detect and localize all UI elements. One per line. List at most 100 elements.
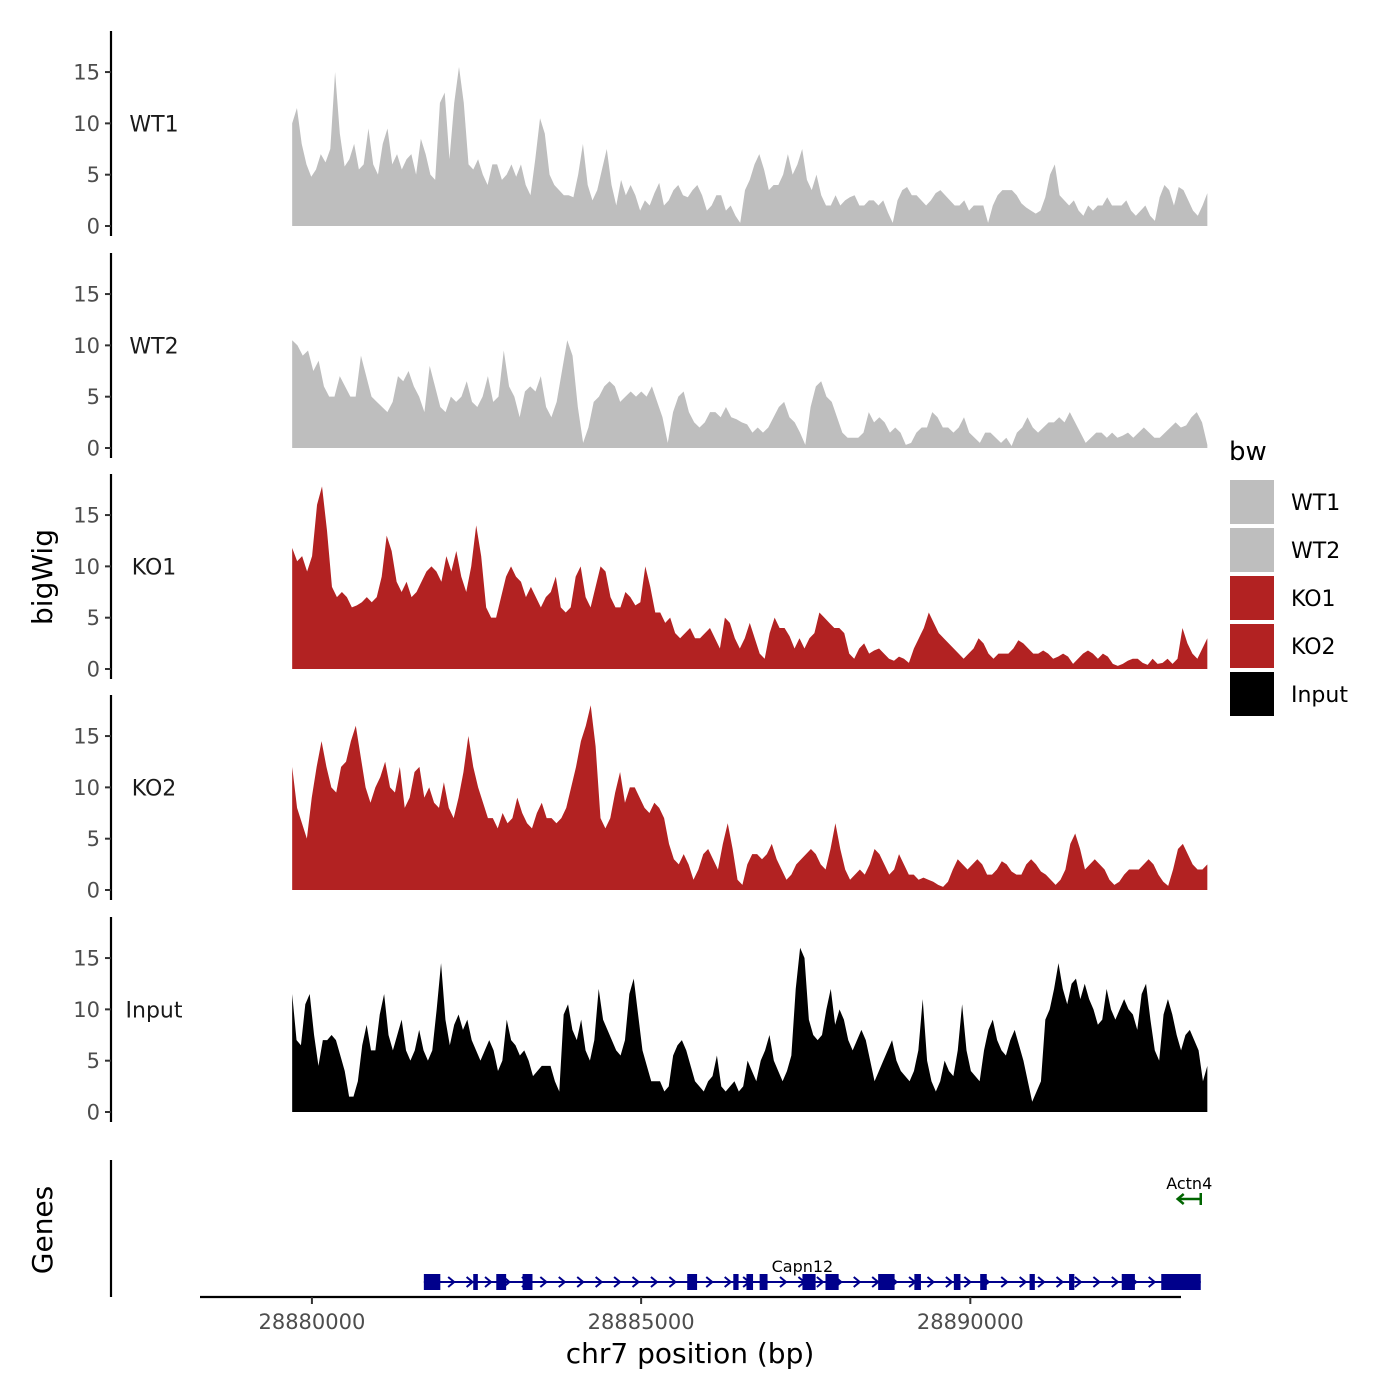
y-tick-label: 0 <box>87 879 100 903</box>
track-input: 0 5 10 15 Input <box>73 917 1208 1125</box>
gene-exon <box>746 1274 754 1290</box>
legend-label-ko2: KO2 <box>1291 635 1336 660</box>
y-tick-label: 10 <box>73 998 100 1022</box>
y-tick-label: 5 <box>87 606 100 630</box>
legend-swatch-ko2 <box>1230 624 1274 668</box>
strand-arrow <box>779 1276 788 1288</box>
gene-exon <box>473 1274 478 1290</box>
x-axis: 28880000 28885000 28890000 <box>200 1295 1181 1334</box>
strand-arrow <box>1111 1276 1120 1288</box>
gene-exon <box>953 1274 961 1290</box>
track-ko1: 0 5 10 15 KO1 <box>73 474 1208 682</box>
strand-arrow <box>613 1276 622 1288</box>
gene-capn12: Capn12 <box>423 1257 1201 1290</box>
strand-arrow <box>631 1276 641 1288</box>
y-tick-label: 5 <box>87 385 100 409</box>
track-label-input: Input <box>126 999 183 1024</box>
gene-exon <box>1069 1274 1075 1290</box>
y-tick-label: 15 <box>73 504 100 528</box>
strand-arrow <box>595 1276 604 1288</box>
y-tick-label: 15 <box>73 283 100 307</box>
y-tick-label: 0 <box>87 437 100 461</box>
legend: bw WT1 WT2 KO1 KO2 Input <box>1229 437 1348 716</box>
strand-arrow <box>576 1276 585 1288</box>
y-tick-label: 15 <box>73 725 100 749</box>
track-label-wt2: WT2 <box>129 335 178 360</box>
strand-arrow <box>465 1276 475 1288</box>
strand-arrow <box>945 1276 954 1288</box>
series-area-input <box>292 947 1208 1112</box>
legend-swatch-ko1 <box>1230 576 1274 620</box>
strand-arrow <box>539 1276 548 1288</box>
y-tick-label: 5 <box>87 827 100 851</box>
track-ko2: 0 5 10 15 KO2 <box>73 695 1208 903</box>
gene-exon <box>1121 1274 1135 1290</box>
y-tick-label: 5 <box>87 163 100 187</box>
strand-arrow <box>926 1276 936 1288</box>
strand-arrow <box>1092 1276 1101 1288</box>
x-tick-label: 28880000 <box>258 1310 365 1334</box>
y-tick-label: 0 <box>87 215 100 239</box>
legend-label-input: Input <box>1291 683 1348 708</box>
series-area-wt1 <box>292 66 1208 226</box>
gene-exon <box>423 1274 441 1290</box>
legend-label-wt1: WT1 <box>1291 491 1340 516</box>
gene-exon <box>802 1274 816 1290</box>
legend-swatch-wt1 <box>1230 480 1274 524</box>
track-wt2: 0 5 10 15 WT2 <box>73 253 1208 461</box>
gene-label-actn4: Actn4 <box>1166 1174 1212 1193</box>
y-tick-label: 15 <box>73 61 100 85</box>
series-area-ko2 <box>292 705 1208 890</box>
strand-arrow <box>1000 1276 1009 1288</box>
gene-exon <box>825 1274 839 1290</box>
strand-arrow <box>1074 1276 1083 1288</box>
gene-exon <box>914 1274 921 1290</box>
strand-arrow <box>1019 1276 1028 1288</box>
track-label-wt1: WT1 <box>129 113 178 138</box>
strand-arrow <box>650 1276 659 1288</box>
gene-exon <box>522 1274 533 1290</box>
strand-arrow <box>705 1276 714 1288</box>
genes-axis-title: Genes <box>26 1186 59 1274</box>
strand-arrow <box>963 1276 972 1288</box>
strand-arrow <box>484 1276 493 1288</box>
strand-arrow <box>447 1276 456 1288</box>
y-tick-label: 0 <box>87 658 100 682</box>
y-tick-label: 0 <box>87 1101 100 1125</box>
gene-exon <box>980 1274 987 1290</box>
y-tick-label: 10 <box>73 555 100 579</box>
strand-arrow <box>816 1276 825 1288</box>
gene-exon <box>1029 1274 1035 1290</box>
strand-arrow <box>1175 1193 1185 1205</box>
strand-arrow <box>1148 1276 1157 1288</box>
legend-label-ko1: KO1 <box>1291 587 1336 612</box>
strand-arrow <box>1037 1276 1046 1288</box>
y-axis-title: bigWig <box>26 529 59 625</box>
x-tick-label: 28890000 <box>917 1310 1024 1334</box>
bigwig-tracks: 0 5 10 15 WT1 0 5 10 15 WT2 0 5 10 15 KO1 0 5 10 15 KO2 0 5 10… <box>73 31 1208 1125</box>
gene-exon <box>733 1274 739 1290</box>
strand-arrow <box>668 1276 677 1288</box>
y-tick-label: 15 <box>73 947 100 971</box>
series-area-wt2 <box>292 340 1208 448</box>
y-tick-label: 10 <box>73 334 100 358</box>
gene-actn4: Actn4 <box>1166 1174 1212 1205</box>
strand-arrow <box>558 1276 567 1288</box>
strand-arrow <box>1055 1276 1065 1288</box>
track-wt1: 0 5 10 15 WT1 <box>73 31 1208 239</box>
legend-title: bw <box>1229 437 1267 467</box>
x-tick-label: 28885000 <box>588 1310 695 1334</box>
series-area-ko1 <box>292 486 1208 669</box>
genes-panel: Capn12 Actn4 <box>109 1160 1212 1297</box>
gene-label-capn12: Capn12 <box>772 1257 834 1276</box>
strand-arrow <box>853 1276 862 1288</box>
strand-arrow <box>724 1276 733 1288</box>
x-axis-title: chr7 position (bp) <box>566 1337 815 1370</box>
legend-swatch-input <box>1230 672 1274 716</box>
gene-exon <box>496 1274 507 1290</box>
legend-label-wt2: WT2 <box>1291 539 1340 564</box>
gene-exon <box>878 1274 895 1290</box>
legend-swatch-wt2 <box>1230 528 1274 572</box>
y-tick-label: 5 <box>87 1049 100 1073</box>
